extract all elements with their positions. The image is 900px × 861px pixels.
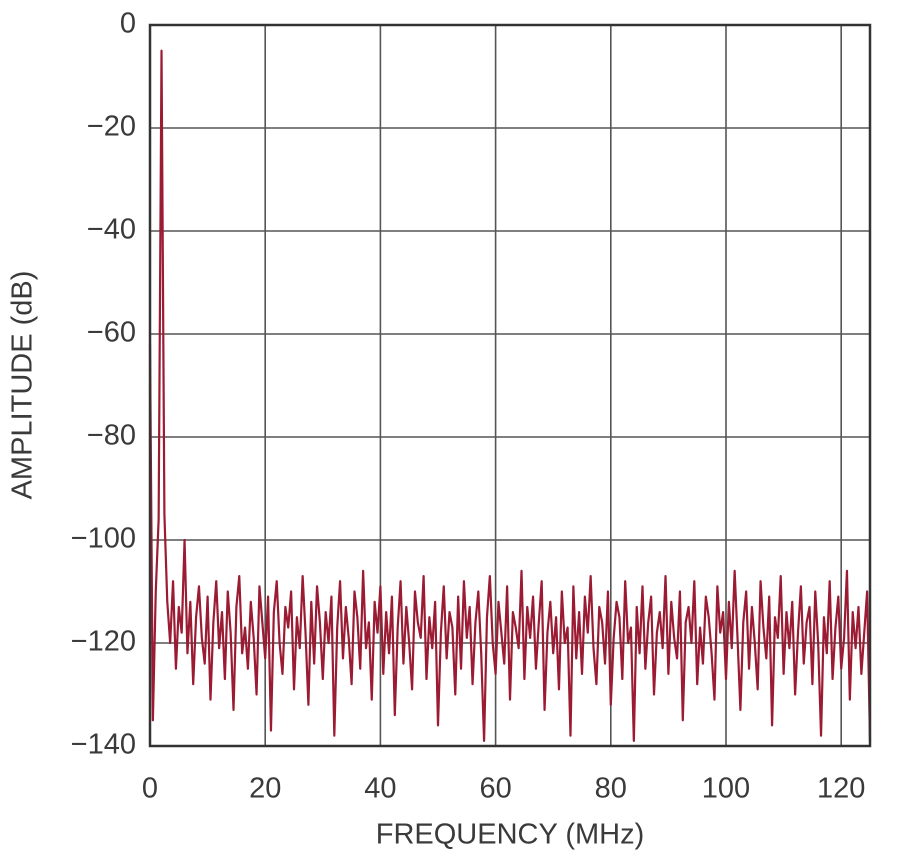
y-tick-label: −40: [87, 214, 136, 246]
y-tick-label: −100: [71, 523, 136, 555]
plot-frame: [148, 23, 872, 748]
x-tick-label: 40: [364, 773, 396, 805]
x-tick-label: 0: [142, 773, 158, 805]
y-tick-label: −140: [71, 729, 136, 761]
y-tick-label: 0: [120, 8, 136, 40]
x-tick-label: 100: [702, 773, 750, 805]
x-tick-label: 120: [817, 773, 865, 805]
x-tick-label: 20: [249, 773, 281, 805]
x-tick-label: 80: [595, 773, 627, 805]
y-tick-label: −20: [87, 111, 136, 143]
y-tick-label: −120: [71, 626, 136, 658]
y-tick-label: −60: [87, 317, 136, 349]
spectrum-line: [148, 49, 872, 742]
x-axis-label: FREQUENCY (MHz): [376, 819, 645, 851]
x-tick-label: 60: [479, 773, 511, 805]
y-tick-label: −80: [87, 420, 136, 452]
y-axis-label: AMPLITUDE (dB): [7, 271, 39, 500]
